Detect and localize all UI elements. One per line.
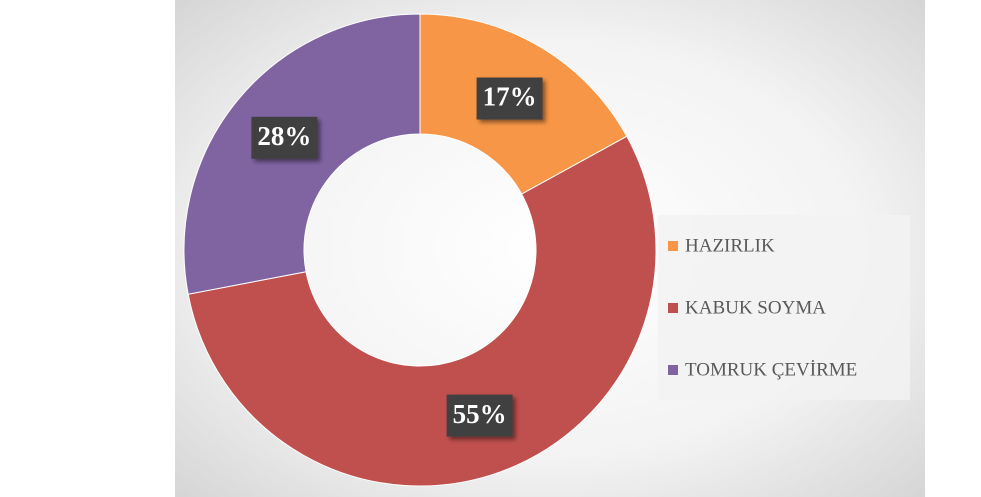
legend-marker (668, 365, 678, 375)
legend-label: HAZIRLIK (685, 235, 775, 256)
data-label-box (446, 394, 513, 437)
data-label: 28% (257, 121, 311, 151)
legend-marker (668, 241, 678, 251)
data-label: 55% (453, 399, 507, 429)
data-label-box (476, 77, 543, 120)
data-label: 17% (483, 82, 537, 112)
legend-label: KABUK SOYMA (685, 297, 826, 318)
donut-slice (187, 135, 657, 487)
legend-marker (668, 303, 678, 313)
legend-label: TOMRUK ÇEVİRME (685, 359, 857, 380)
legend-box (658, 215, 910, 400)
data-label-box (251, 116, 318, 159)
